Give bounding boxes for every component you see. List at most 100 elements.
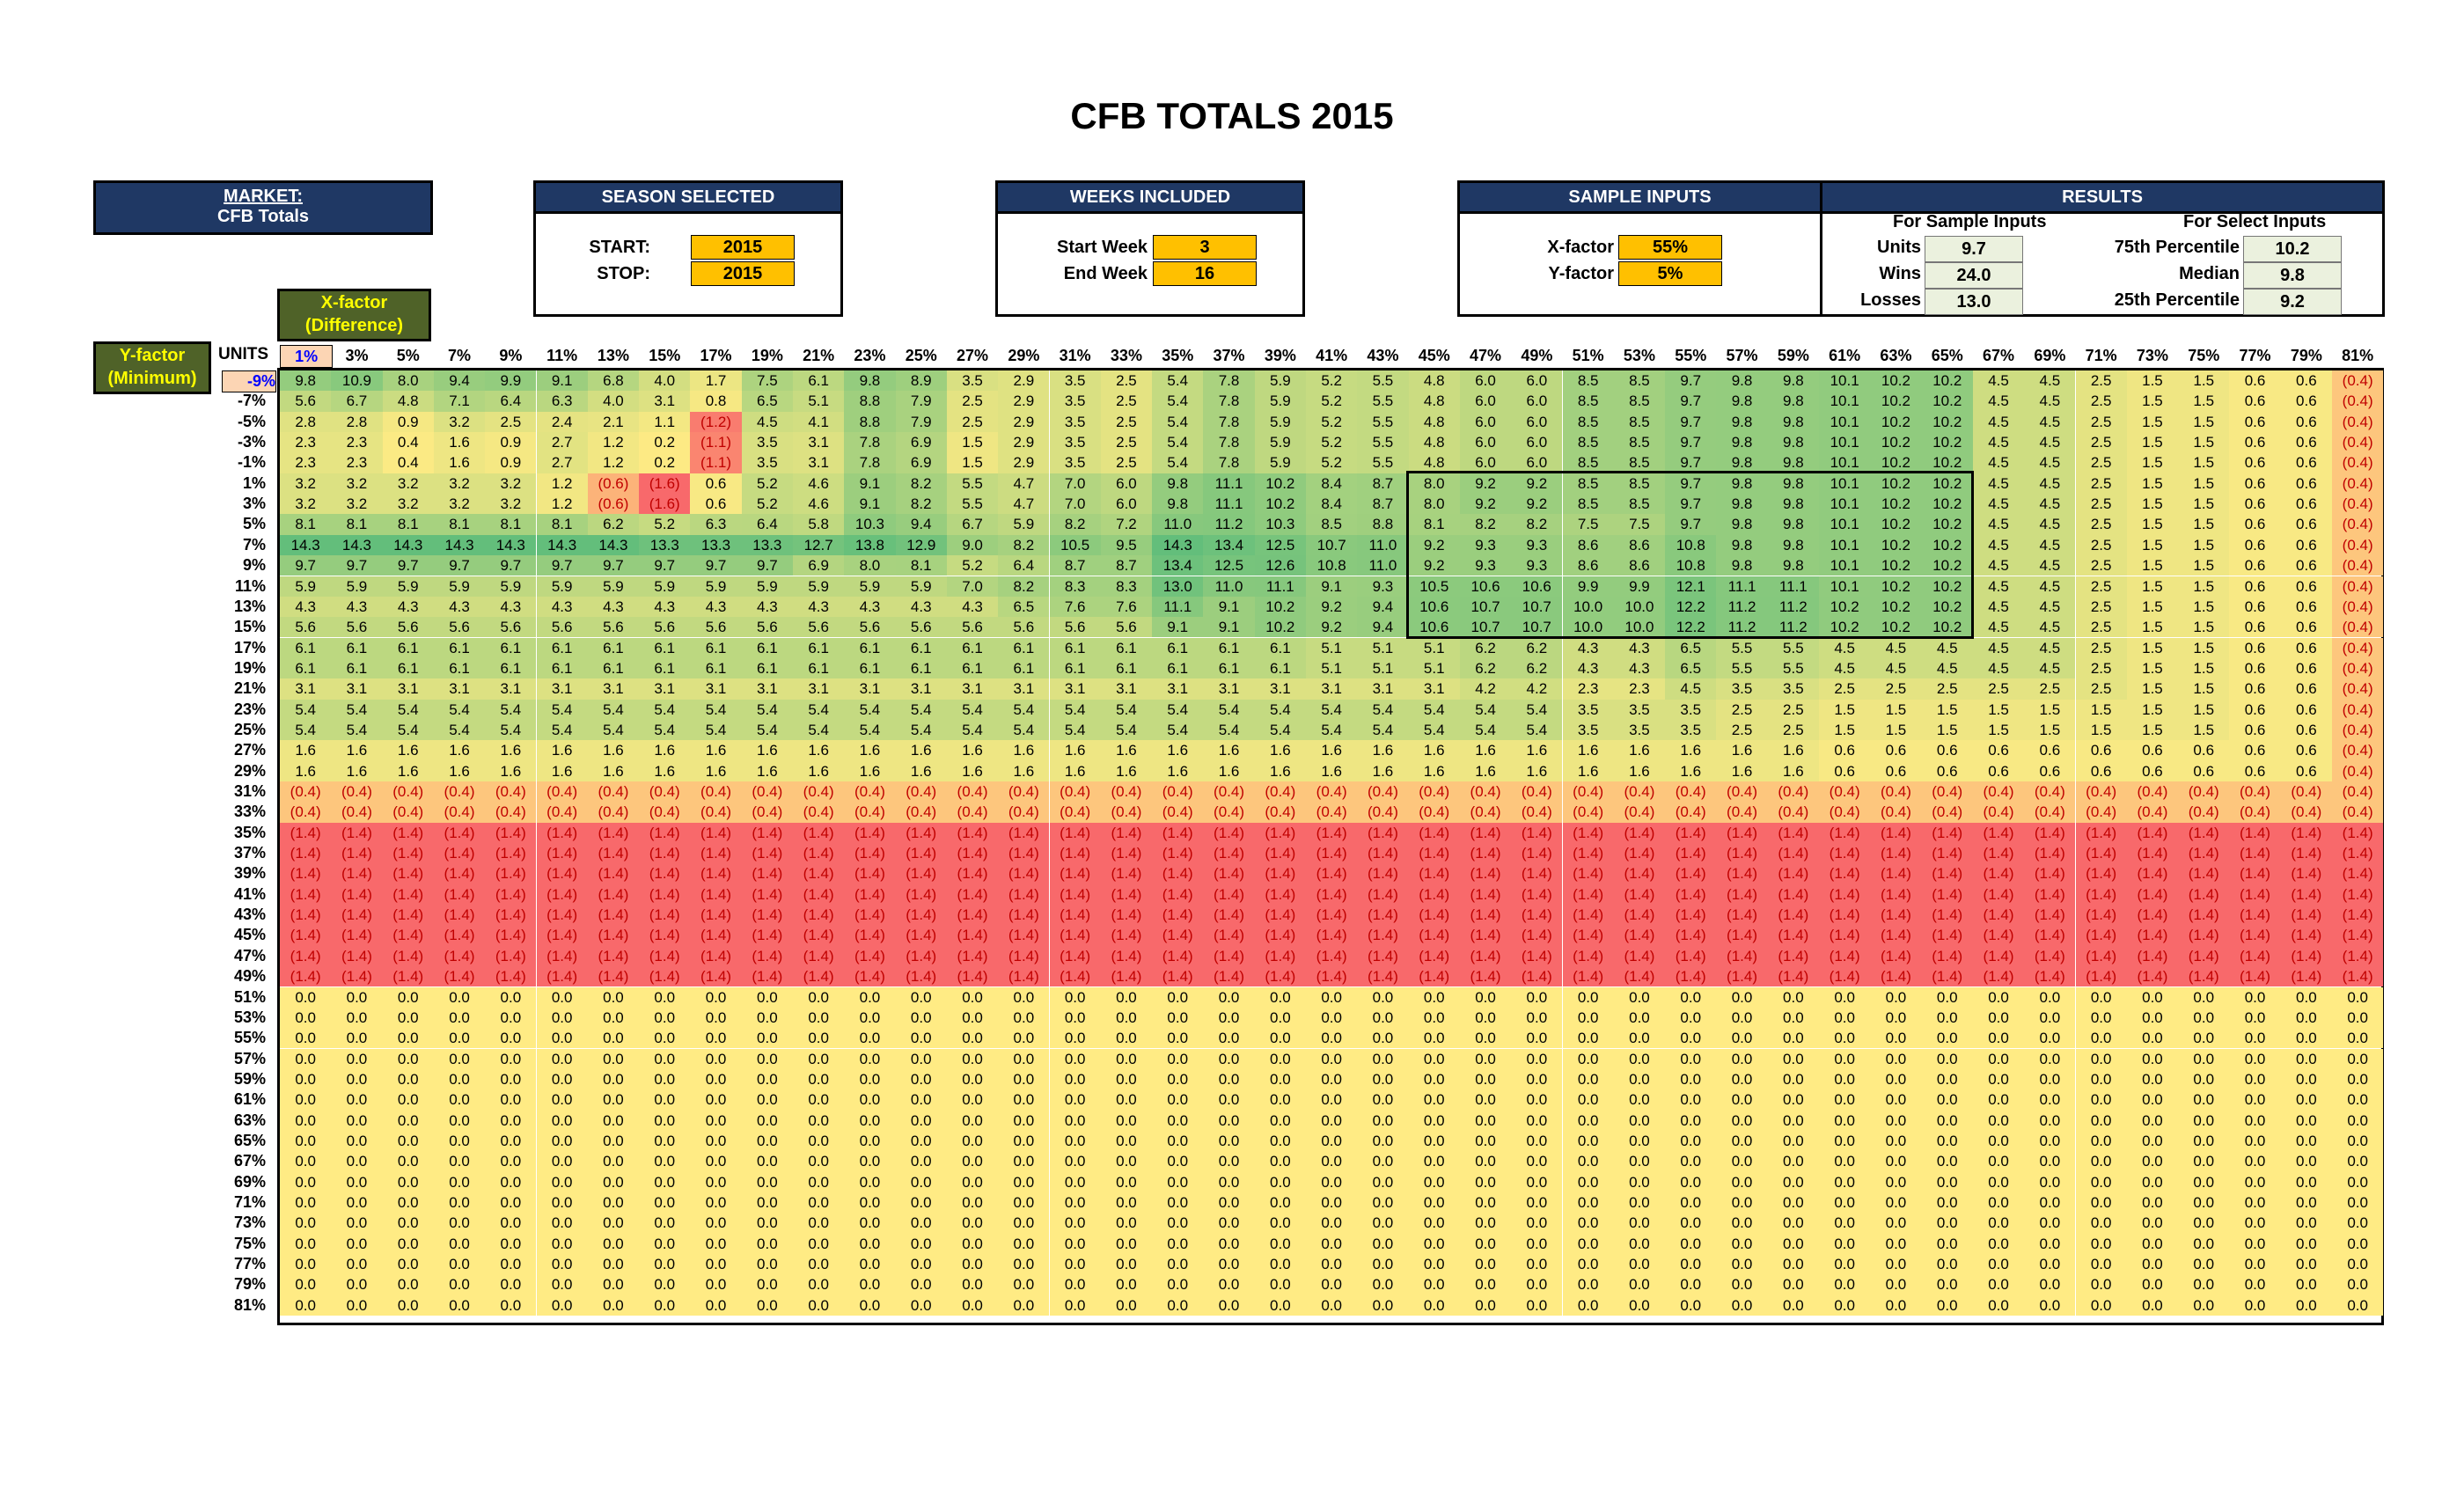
grid-cell[interactable]: 4.5 [1972, 617, 2025, 638]
grid-cell[interactable]: 5.6 [485, 617, 537, 638]
grid-cell[interactable]: 9.4 [433, 370, 486, 392]
grid-cell[interactable]: 6.1 [1049, 657, 1101, 679]
grid-cell[interactable]: 3.5 [1049, 452, 1101, 473]
grid-cell[interactable]: 1.6 [536, 760, 588, 781]
grid-cell[interactable]: (1.4) [946, 905, 999, 926]
grid-cell[interactable]: 0.0 [1562, 986, 1614, 1008]
grid-cell[interactable]: 0.6 [2229, 432, 2281, 453]
grid-cell[interactable]: 5.4 [1459, 719, 1512, 741]
grid-cell[interactable]: (1.4) [1819, 884, 1871, 906]
grid-cell[interactable]: 0.0 [639, 1213, 691, 1234]
grid-cell[interactable]: 0.0 [1254, 1007, 1306, 1029]
grid-cell[interactable]: 0.0 [1100, 1213, 1153, 1234]
grid-cell[interactable]: 9.3 [1511, 534, 1563, 556]
grid-cell[interactable]: (1.4) [1562, 945, 1614, 967]
grid-cell[interactable]: (0.4) [946, 781, 999, 803]
grid-cell[interactable]: (1.4) [280, 905, 332, 926]
grid-cell[interactable]: 6.5 [741, 391, 793, 412]
grid-cell[interactable]: 0.0 [536, 1028, 588, 1049]
grid-cell[interactable]: 0.6 [2229, 596, 2281, 618]
grid-cell[interactable]: 0.0 [741, 1213, 793, 1234]
grid-cell[interactable]: 0.0 [1100, 1151, 1153, 1172]
grid-cell[interactable]: 4.3 [793, 596, 845, 618]
grid-cell[interactable]: 0.0 [382, 986, 434, 1008]
grid-cell[interactable]: (1.4) [536, 863, 588, 884]
grid-cell[interactable]: 4.5 [2024, 473, 2076, 495]
grid-cell[interactable]: 0.0 [1203, 1110, 1255, 1131]
grid-cell[interactable]: (1.4) [2332, 822, 2384, 843]
grid-cell[interactable]: 0.0 [280, 1007, 332, 1029]
grid-cell[interactable]: 0.0 [382, 1130, 434, 1152]
grid-cell[interactable]: (1.4) [587, 925, 640, 946]
grid-cell[interactable]: (0.4) [2332, 699, 2384, 720]
grid-cell[interactable]: (1.4) [1562, 925, 1614, 946]
grid-cell[interactable]: 0.6 [2280, 576, 2332, 597]
grid-cell[interactable]: 0.0 [2024, 1068, 2076, 1090]
grid-cell[interactable]: 0.0 [1716, 1151, 1768, 1172]
grid-cell[interactable]: 0.0 [690, 1213, 742, 1234]
grid-cell[interactable]: 0.0 [2075, 1213, 2127, 1234]
grid-cell[interactable]: (1.4) [844, 884, 896, 906]
grid-cell[interactable]: 0.0 [1870, 1233, 1922, 1254]
grid-cell[interactable]: 2.5 [2075, 576, 2127, 597]
grid-cell[interactable]: 8.1 [536, 514, 588, 535]
grid-cell[interactable]: 9.8 [1152, 473, 1204, 495]
grid-cell[interactable]: 0.6 [1819, 740, 1871, 761]
grid-cell[interactable]: (1.4) [1921, 822, 1973, 843]
grid-cell[interactable]: 0.0 [1665, 1007, 1717, 1029]
grid-cell[interactable]: 0.0 [741, 1294, 793, 1316]
grid-cell[interactable]: 0.0 [1357, 1007, 1409, 1029]
grid-cell[interactable]: 0.0 [1819, 1068, 1871, 1090]
grid-cell[interactable]: 0.0 [1511, 1151, 1563, 1172]
grid-cell[interactable]: (1.4) [844, 905, 896, 926]
grid-cell[interactable]: (1.4) [2280, 925, 2332, 946]
grid-cell[interactable]: (1.4) [1203, 863, 1255, 884]
grid-cell[interactable]: 0.0 [639, 1274, 691, 1295]
grid-cell[interactable]: 1.6 [639, 760, 691, 781]
grid-cell[interactable]: (1.4) [485, 905, 537, 926]
grid-cell[interactable]: 0.0 [741, 1028, 793, 1049]
grid-cell[interactable]: (1.4) [536, 945, 588, 967]
grid-cell[interactable]: 0.0 [639, 1192, 691, 1214]
grid-cell[interactable]: 5.2 [741, 473, 793, 495]
grid-cell[interactable]: 0.0 [1408, 1007, 1460, 1029]
grid-cell[interactable]: (1.4) [1306, 925, 1358, 946]
grid-cell[interactable]: (1.4) [1613, 945, 1666, 967]
grid-cell[interactable]: 0.0 [2075, 1151, 2127, 1172]
grid-cell[interactable]: 10.2 [1870, 514, 1922, 535]
grid-cell[interactable]: 0.0 [1972, 1294, 2025, 1316]
grid-cell[interactable]: 0.0 [1511, 1130, 1563, 1152]
grid-cell[interactable]: (0.4) [1306, 802, 1358, 823]
grid-cell[interactable]: 0.0 [1870, 1171, 1922, 1192]
grid-cell[interactable]: 4.5 [1665, 678, 1717, 700]
grid-cell[interactable]: 0.0 [1408, 1089, 1460, 1111]
grid-cell[interactable]: 2.9 [998, 432, 1050, 453]
grid-cell[interactable]: 1.5 [2024, 719, 2076, 741]
grid-cell[interactable]: (1.4) [1100, 843, 1153, 864]
grid-cell[interactable]: 1.5 [2178, 411, 2230, 432]
grid-cell[interactable]: 6.1 [1152, 637, 1204, 658]
grid-cell[interactable]: 0.0 [741, 1151, 793, 1172]
grid-cell[interactable]: 0.0 [1972, 1192, 2025, 1214]
grid-cell[interactable]: 5.4 [331, 719, 383, 741]
grid-cell[interactable]: 4.7 [998, 473, 1050, 495]
grid-cell[interactable]: 0.0 [331, 1089, 383, 1111]
grid-cell[interactable]: 9.2 [1408, 555, 1460, 576]
grid-cell[interactable]: 0.0 [1767, 1192, 1819, 1214]
grid-cell[interactable]: (1.4) [1870, 905, 1922, 926]
grid-cell[interactable]: 6.5 [1665, 657, 1717, 679]
grid-cell[interactable]: 0.0 [536, 1068, 588, 1090]
grid-cell[interactable]: 0.6 [2280, 740, 2332, 761]
grid-cell[interactable]: 0.0 [2280, 1254, 2332, 1275]
grid-cell[interactable]: 11.0 [1152, 514, 1204, 535]
grid-cell[interactable]: 8.7 [1357, 494, 1409, 515]
grid-cell[interactable]: (1.4) [1921, 945, 1973, 967]
grid-cell[interactable]: (1.4) [1716, 905, 1768, 926]
grid-cell[interactable]: (1.4) [280, 925, 332, 946]
grid-cell[interactable]: 13.0 [1152, 576, 1204, 597]
grid-cell[interactable]: (1.4) [2075, 843, 2127, 864]
grid-cell[interactable]: 0.0 [2280, 1213, 2332, 1234]
grid-cell[interactable]: (0.4) [1459, 802, 1512, 823]
grid-cell[interactable]: (1.4) [1921, 863, 1973, 884]
grid-cell[interactable]: 0.0 [1819, 1110, 1871, 1131]
